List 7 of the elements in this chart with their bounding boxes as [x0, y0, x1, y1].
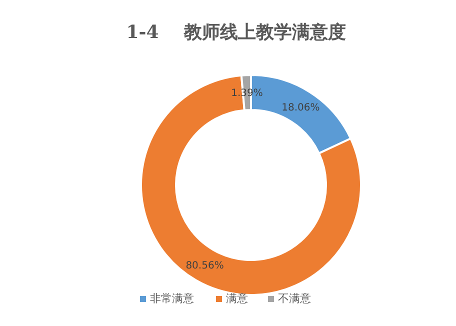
- legend-label: 满意: [226, 292, 248, 305]
- legend-label: 非常满意: [150, 292, 194, 305]
- chart-title: 1-4 教师线上教学满意度: [126, 22, 346, 43]
- data-label: 80.56%: [186, 260, 224, 272]
- legend-label: 不满意: [278, 292, 311, 305]
- data-label: 18.06%: [282, 102, 320, 114]
- data-label: 1.39%: [231, 88, 263, 100]
